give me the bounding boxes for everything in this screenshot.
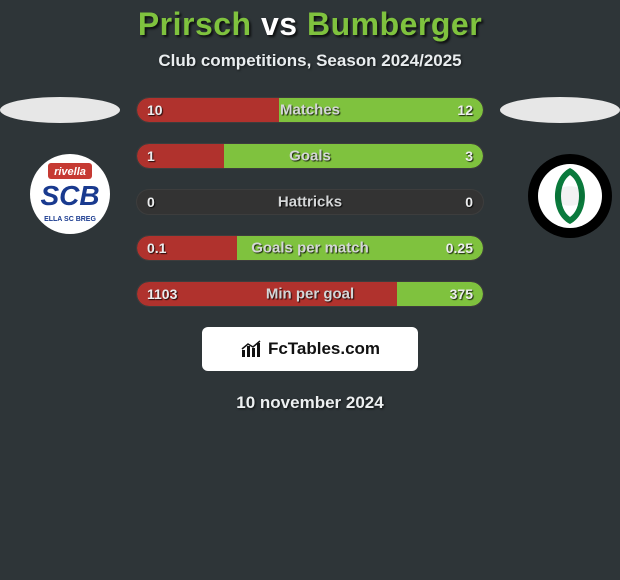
brand-text: FcTables.com	[268, 339, 380, 359]
title-player-right: Bumberger	[307, 6, 482, 42]
date-line: 10 november 2024	[0, 393, 620, 413]
stat-row: 1103375Min per goal	[136, 281, 484, 307]
subtitle: Club competitions, Season 2024/2025	[0, 51, 620, 71]
stat-row: 1012Matches	[136, 97, 484, 123]
svg-text:rivella: rivella	[54, 166, 86, 178]
sv-badge-icon	[520, 153, 620, 239]
stat-label: Goals per match	[137, 240, 483, 257]
stat-row: 0.10.25Goals per match	[136, 235, 484, 261]
title-player-left: Prirsch	[138, 6, 252, 42]
left-shadow-ellipse	[0, 97, 120, 123]
stat-label: Hattricks	[137, 194, 483, 211]
right-shadow-ellipse	[500, 97, 620, 123]
title-vs: vs	[252, 6, 307, 42]
comparison-stage: rivella SCB ELLA SC BREG 1012Matches 13Go…	[0, 97, 620, 307]
page-title: Prirsch vs Bumberger	[0, 0, 620, 43]
svg-text:SCB: SCB	[40, 180, 99, 211]
svg-text:ELLA SC BREG: ELLA SC BREG	[44, 216, 96, 223]
brand-box[interactable]: FcTables.com	[202, 327, 418, 371]
chart-icon	[240, 338, 262, 360]
right-club-badge	[520, 153, 620, 239]
stat-row: 13Goals	[136, 143, 484, 169]
stat-label: Goals	[137, 148, 483, 165]
stat-bars: 1012Matches 13Goals 00Hattricks 0.10.25Goal…	[136, 97, 484, 307]
left-club-badge: rivella SCB ELLA SC BREG	[20, 151, 120, 237]
stat-label: Matches	[137, 102, 483, 119]
scb-badge-icon: rivella SCB ELLA SC BREG	[20, 151, 120, 237]
stat-row: 00Hattricks	[136, 189, 484, 215]
stat-label: Min per goal	[137, 286, 483, 303]
